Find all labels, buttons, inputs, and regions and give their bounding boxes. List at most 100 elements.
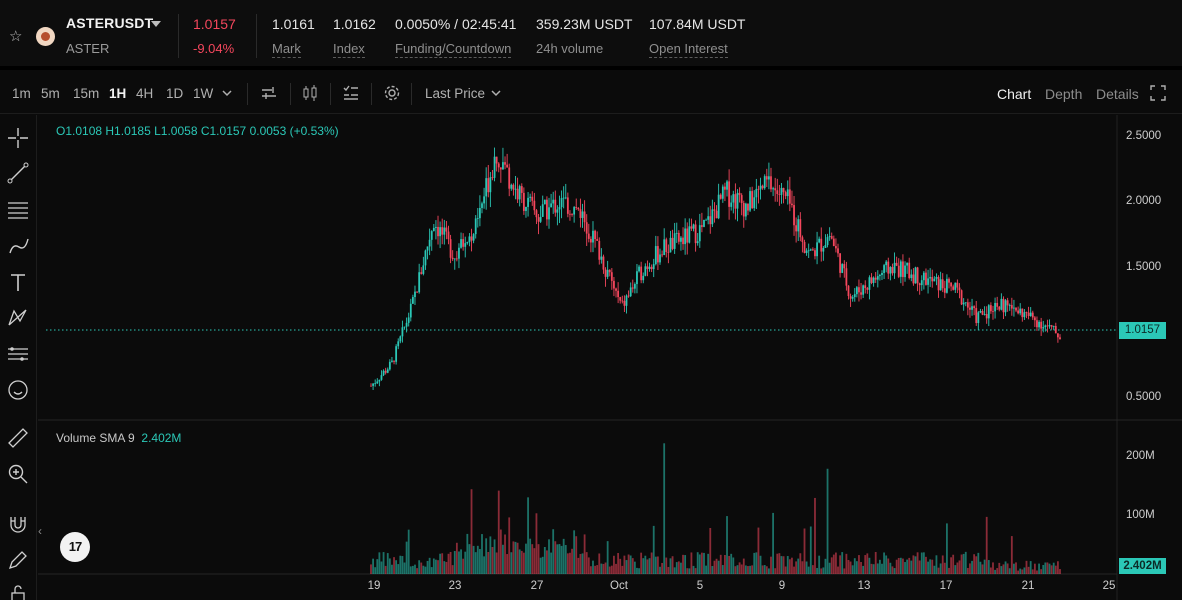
volume-bar [824, 558, 827, 574]
timeframe-1m[interactable]: 1m [12, 86, 31, 101]
lock-icon[interactable] [7, 583, 29, 600]
time-axis-label: 25 [1102, 580, 1116, 592]
volume-bar [935, 555, 938, 574]
symbol-name[interactable]: ASTERUSDT [66, 15, 154, 31]
chevron-down-icon[interactable] [489, 86, 503, 100]
ruler-icon[interactable] [7, 427, 29, 449]
magnet-icon[interactable] [7, 513, 29, 535]
volume-bar [782, 556, 785, 574]
candle-body [418, 272, 421, 293]
price-chart[interactable] [38, 115, 1182, 600]
volume-bar [774, 568, 777, 574]
emoji-icon[interactable] [7, 379, 29, 401]
indicators-icon[interactable] [260, 84, 278, 102]
price-source-select[interactable]: Last Price [425, 86, 486, 101]
ticker-bar: ☆ ASTERUSDT ASTER 1.0157 -9.04% 1.0161 M… [0, 0, 1182, 70]
candle-body [881, 272, 883, 276]
candle-body [462, 239, 465, 247]
candle-body [458, 247, 460, 259]
candle-body [925, 272, 927, 285]
candle-body [713, 209, 716, 211]
brush-icon[interactable] [7, 235, 29, 257]
symbol-dropdown-icon[interactable] [151, 21, 161, 27]
timeframe-5m[interactable]: 5m [41, 86, 60, 101]
timeframe-1h[interactable]: 1H [109, 86, 127, 101]
fullscreen-icon[interactable] [1150, 85, 1166, 101]
volume-bar [1004, 561, 1007, 574]
measure-lines-icon[interactable] [7, 343, 29, 365]
volume-bar [757, 527, 760, 574]
candle-body [439, 227, 442, 237]
candle-body [703, 220, 705, 227]
tab-depth[interactable]: Depth [1045, 86, 1083, 102]
timeframe-4h[interactable]: 4H [136, 86, 154, 101]
candle-body [724, 186, 726, 190]
candle-body [843, 264, 846, 269]
volume-bar [937, 567, 940, 574]
pencil-lock-icon[interactable] [7, 549, 29, 571]
candle-body [690, 226, 693, 229]
text-tool-icon[interactable] [7, 271, 29, 293]
candle-body [935, 277, 938, 279]
crosshair-icon[interactable] [7, 127, 29, 149]
price-axis-label: 1.5000 [1126, 261, 1162, 273]
tab-details[interactable]: Details [1096, 86, 1139, 102]
volume-bar [439, 553, 442, 574]
candle-body [659, 254, 661, 263]
favorite-star-icon[interactable]: ☆ [9, 28, 23, 45]
legend-low: L1.0058 [154, 124, 198, 138]
volume-bar [977, 552, 980, 574]
candle-body [855, 287, 858, 295]
volume-bar [652, 525, 655, 574]
volume-bar [573, 530, 576, 574]
timeframe-1d[interactable]: 1D [166, 86, 184, 101]
volume-bar [845, 553, 848, 574]
horizontal-lines-icon[interactable] [7, 199, 29, 221]
candle-body [673, 233, 676, 249]
candle-body [941, 279, 944, 289]
candle-body [1017, 310, 1020, 314]
volume-bar [979, 561, 982, 574]
volume-bar [432, 558, 435, 574]
candle-body [837, 248, 839, 254]
candle-body [587, 233, 590, 239]
volume-bar [855, 561, 858, 574]
volume-bar [1031, 569, 1034, 574]
candle-body [918, 283, 921, 286]
candle-body [382, 370, 385, 376]
candle-body [998, 306, 1001, 310]
templates-icon[interactable] [342, 84, 360, 102]
tradingview-logo[interactable]: 17 [60, 532, 90, 562]
volume-bar [1021, 569, 1024, 574]
candle-body [399, 336, 402, 342]
candle-body [631, 287, 634, 289]
candle-body [960, 290, 963, 305]
volume-bar [736, 565, 739, 574]
timeframe-1w[interactable]: 1W [193, 86, 214, 101]
candle-body [763, 176, 766, 189]
timeframe-15m[interactable]: 15m [73, 86, 100, 101]
candle-body [1050, 325, 1053, 327]
volume-bar [600, 563, 603, 574]
volume-bar [952, 554, 955, 574]
candle-body [489, 177, 492, 193]
candle-body [592, 230, 594, 243]
zoom-in-icon[interactable] [7, 463, 29, 485]
candle-body [514, 188, 517, 190]
volume-bar [502, 544, 504, 574]
volume-bar [669, 558, 672, 574]
candle-body [625, 295, 628, 306]
timeframe-dropdown-icon[interactable] [220, 86, 234, 100]
collapse-sidebar-icon[interactable]: ‹ [38, 524, 42, 538]
candle-type-icon[interactable] [301, 84, 319, 102]
tab-chart[interactable]: Chart [997, 86, 1032, 102]
candle-body [661, 254, 663, 256]
volume-label: 24h volume [536, 41, 604, 56]
pattern-tool-icon[interactable] [7, 307, 29, 329]
volume-bar [665, 557, 668, 574]
settings-gear-icon[interactable] [383, 84, 401, 102]
volume-bar [581, 553, 584, 574]
trend-line-icon[interactable] [7, 162, 29, 184]
candle-body [395, 346, 398, 362]
volume-bar [778, 553, 781, 574]
